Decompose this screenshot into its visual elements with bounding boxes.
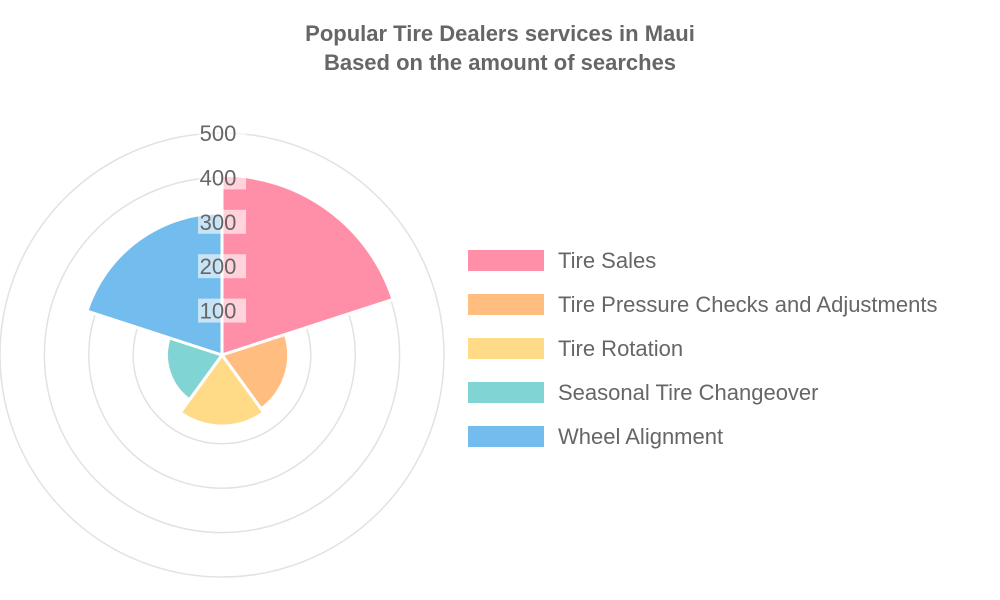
legend-swatch	[468, 294, 544, 315]
legend-label: Seasonal Tire Changeover	[558, 380, 819, 405]
radial-tick-labels: 100 200 300 400 500	[198, 121, 246, 324]
tick-label-backdrop	[198, 254, 246, 279]
tick-label-200: 200	[198, 254, 246, 279]
slice-tire-rotation[interactable]	[178, 353, 266, 428]
slice-tire-sales[interactable]	[220, 173, 395, 357]
legend-swatch	[468, 382, 544, 403]
legend-swatch	[468, 250, 544, 271]
chart-title: Popular Tire Dealers services in Maui Ba…	[0, 19, 1000, 77]
legend-item-tire-rotation[interactable]: Tire Rotation	[468, 336, 683, 361]
legend-label: Tire Pressure Checks and Adjustments	[558, 292, 937, 317]
legend-swatch	[468, 426, 544, 447]
slice-seasonal-tire-changeover[interactable]	[165, 336, 224, 402]
legend-item-seasonal-tire-changeover[interactable]: Seasonal Tire Changeover	[468, 380, 819, 405]
tick-label-text: 500	[200, 121, 237, 146]
tick-label-text: 300	[200, 210, 237, 235]
legend-label: Wheel Alignment	[558, 424, 723, 449]
tick-label-backdrop	[198, 298, 246, 323]
tick-label-text: 100	[200, 299, 237, 324]
legend-swatch	[468, 338, 544, 359]
tick-label-backdrop	[198, 121, 246, 145]
tick-label-backdrop	[198, 165, 246, 190]
legend-item-tire-sales[interactable]: Tire Sales	[468, 248, 656, 273]
legend-label: Tire Rotation	[558, 336, 683, 361]
tick-label-text: 400	[200, 165, 237, 190]
slice-tire-pressure-checks-and-adjustments[interactable]	[220, 332, 291, 411]
tick-label-100: 100	[198, 298, 246, 324]
chart-legend: Tire Sales Tire Pressure Checks and Adjus…	[468, 248, 937, 449]
chart-title-line-1: Popular Tire Dealers services in Maui	[305, 21, 695, 46]
legend-item-wheel-alignment[interactable]: Wheel Alignment	[468, 424, 723, 449]
tick-label-500: 500	[198, 121, 246, 146]
tick-label-300: 300	[198, 209, 246, 235]
legend-item-tire-pressure-checks-and-adjustments[interactable]: Tire Pressure Checks and Adjustments	[468, 292, 937, 317]
tick-label-text: 200	[200, 254, 237, 279]
tick-label-400: 400	[198, 165, 246, 190]
chart-title-line-2: Based on the amount of searches	[323, 50, 677, 75]
legend-label: Tire Sales	[558, 248, 656, 273]
tick-label-backdrop	[198, 209, 246, 234]
